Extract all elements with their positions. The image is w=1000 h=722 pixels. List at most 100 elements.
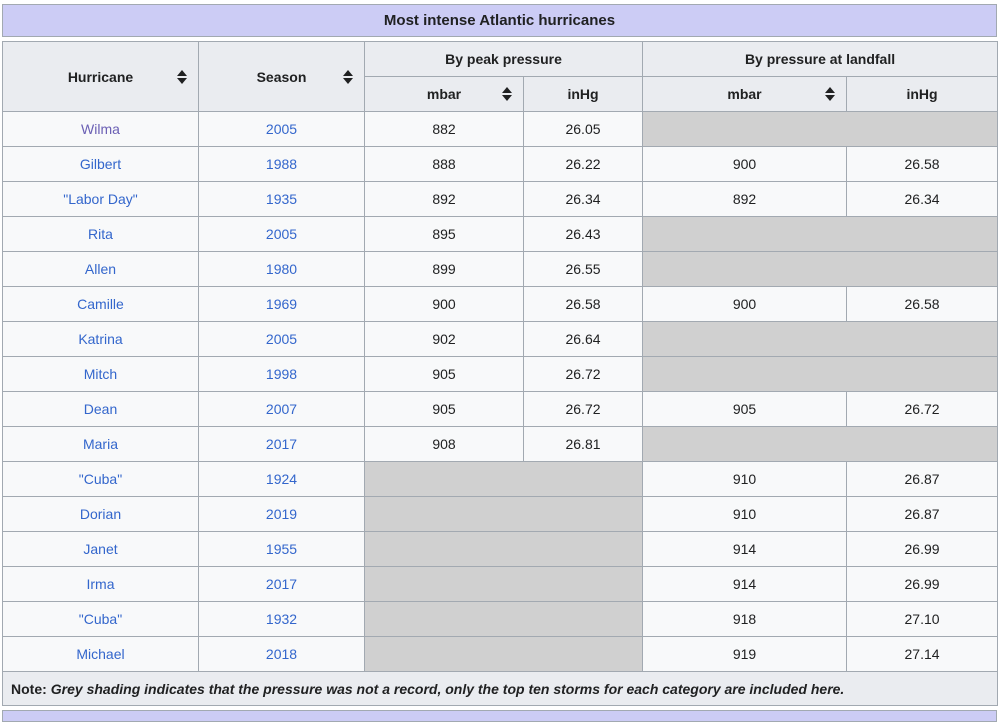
hurricane-link[interactable]: Katrina (78, 331, 123, 347)
peak-inhg-value: 26.55 (522, 251, 644, 287)
peak-inhg-value: 26.72 (522, 391, 644, 427)
table-row: Janet 1955 914 26.99 (2, 531, 999, 567)
sort-arrows-icon (177, 70, 187, 84)
hurricane-link[interactable]: Gilbert (79, 156, 122, 172)
hurricane-cell: Wilma (2, 111, 199, 147)
peak-inhg-value: 26.43 (522, 216, 644, 252)
peak-inhg-value: 26.22 (522, 146, 644, 182)
season-link[interactable]: 1955 (265, 541, 298, 557)
peak-pressure-not-record-cell (363, 461, 644, 497)
landfall-inhg-value: 26.87 (846, 496, 999, 532)
season-cell: 2017 (198, 566, 365, 602)
hurricane-link[interactable]: Dorian (79, 506, 122, 522)
season-link[interactable]: 2007 (265, 401, 298, 417)
sort-header-hurricane[interactable]: Hurricane (2, 41, 199, 112)
hurricane-link[interactable]: Rita (88, 226, 113, 242)
table-row: "Cuba" 1924 910 26.87 (2, 461, 999, 497)
season-cell: 2005 (198, 216, 365, 252)
hurricane-cell: Dean (2, 391, 199, 427)
landfall-inhg-value: 26.58 (846, 146, 999, 182)
landfall-mbar-value: 910 (642, 461, 848, 497)
season-link[interactable]: 1932 (265, 611, 298, 627)
season-cell: 1955 (198, 531, 365, 567)
landfall-pressure-not-record-cell (642, 216, 999, 252)
landfall-mbar-value: 900 (642, 146, 848, 182)
hurricane-cell: Irma (2, 566, 199, 602)
peak-mbar-value: 908 (364, 426, 524, 462)
sort-header-season[interactable]: Season (198, 41, 365, 112)
season-link[interactable]: 2005 (265, 226, 298, 242)
landfall-inhg-value: 27.14 (846, 636, 999, 672)
hurricane-cell: Allen (2, 251, 199, 287)
peak-pressure-not-record-cell (363, 601, 644, 637)
season-link[interactable]: 2017 (265, 436, 298, 452)
season-link[interactable]: 2017 (265, 576, 298, 592)
peak-mbar-value: 899 (364, 251, 524, 287)
season-cell: 2005 (198, 321, 365, 357)
peak-mbar-value: 900 (364, 286, 524, 322)
header-landfall-inhg: inHg (846, 76, 999, 112)
season-link[interactable]: 2005 (265, 121, 298, 137)
hurricane-cell: Rita (2, 216, 199, 252)
hurricane-cell: Camille (2, 286, 199, 322)
peak-pressure-not-record-cell (363, 636, 644, 672)
hurricane-cell: Janet (2, 531, 199, 567)
hurricane-link[interactable]: Irma (86, 576, 115, 592)
hurricane-link[interactable]: Michael (76, 646, 125, 662)
hurricane-cell: "Cuba" (2, 601, 199, 637)
season-link[interactable]: 2005 (265, 331, 298, 347)
table-row: "Labor Day" 1935 892 26.34 892 26.34 (2, 181, 999, 217)
hurricane-link[interactable]: Dean (83, 401, 118, 417)
peak-inhg-value: 26.72 (522, 356, 644, 392)
landfall-pressure-not-record-cell (642, 356, 999, 392)
note-text: Grey shading indicates that the pressure… (50, 680, 845, 697)
hurricane-link[interactable]: Wilma (81, 121, 120, 137)
season-link[interactable]: 2018 (265, 646, 298, 662)
season-link[interactable]: 1998 (265, 366, 298, 382)
hurricane-link[interactable]: Mitch (83, 366, 118, 382)
landfall-pressure-not-record-cell (642, 321, 999, 357)
table-row: Dorian 2019 910 26.87 (2, 496, 999, 532)
landfall-mbar-value: 910 (642, 496, 848, 532)
hurricane-link[interactable]: Camille (77, 296, 124, 312)
header-group-peak-pressure: By peak pressure (363, 41, 644, 77)
peak-inhg-value: 26.58 (522, 286, 644, 322)
table-row: Irma 2017 914 26.99 (2, 566, 999, 602)
hurricane-link[interactable]: "Labor Day" (63, 191, 138, 207)
table-row: Michael 2018 919 27.14 (2, 636, 999, 672)
table-row: Katrina 2005 902 26.64 (2, 321, 999, 357)
season-link[interactable]: 1980 (265, 261, 298, 277)
season-cell: 2019 (198, 496, 365, 532)
peak-mbar-value: 892 (364, 181, 524, 217)
hurricane-link[interactable]: "Cuba" (78, 471, 123, 487)
landfall-mbar-header-label: mbar (727, 86, 762, 102)
table-row: Maria 2017 908 26.81 (2, 426, 999, 462)
season-link[interactable]: 2019 (265, 506, 298, 522)
season-cell: 1988 (198, 146, 365, 182)
peak-pressure-not-record-cell (363, 531, 644, 567)
peak-mbar-value: 902 (364, 321, 524, 357)
hurricane-cell: Mitch (2, 356, 199, 392)
season-cell: 2018 (198, 636, 365, 672)
peak-mbar-value: 895 (364, 216, 524, 252)
season-link[interactable]: 1935 (265, 191, 298, 207)
hurricane-link[interactable]: Allen (84, 261, 117, 277)
season-cell: 1969 (198, 286, 365, 322)
table-body: Wilma 2005 882 26.05 Gilbert 1988 888 26.22 900 2… (2, 111, 999, 672)
hurricane-cell: "Cuba" (2, 461, 199, 497)
season-cell: 1932 (198, 601, 365, 637)
season-link[interactable]: 1988 (265, 156, 298, 172)
season-link[interactable]: 1969 (265, 296, 298, 312)
season-cell: 2007 (198, 391, 365, 427)
hurricane-header-label: Hurricane (67, 68, 134, 85)
hurricane-link[interactable]: "Cuba" (78, 611, 123, 627)
sort-header-peak-mbar[interactable]: mbar (364, 76, 524, 112)
sort-header-landfall-mbar[interactable]: mbar (642, 76, 848, 112)
hurricane-link[interactable]: Janet (83, 541, 118, 557)
season-cell: 2005 (198, 111, 365, 147)
table-row: Allen 1980 899 26.55 (2, 251, 999, 287)
hurricane-link[interactable]: Maria (82, 436, 118, 452)
table-row: Dean 2007 905 26.72 905 26.72 (2, 391, 999, 427)
peak-mbar-value: 905 (364, 356, 524, 392)
season-link[interactable]: 1924 (265, 471, 298, 487)
